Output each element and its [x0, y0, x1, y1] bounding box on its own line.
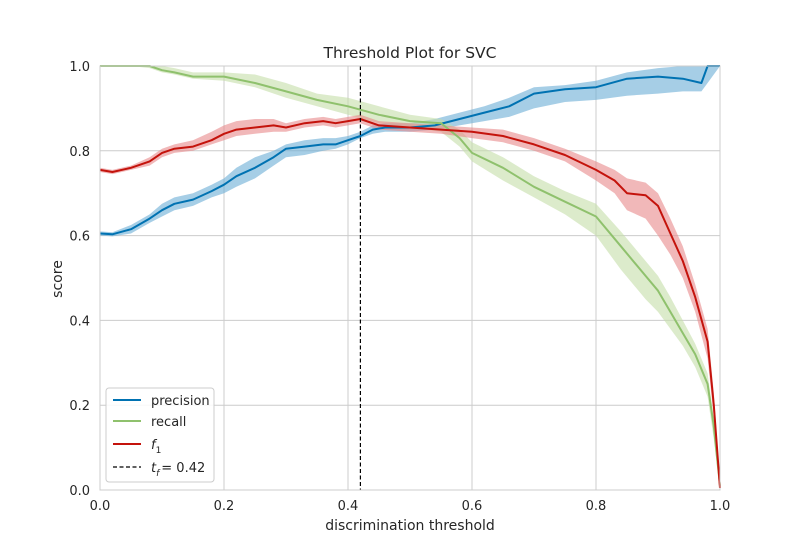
plot-frame [99, 65, 721, 491]
y-tick-label: 0.2 [69, 399, 90, 414]
y-tick-label: 1.0 [69, 60, 90, 75]
precision-line [99, 65, 720, 236]
chart-title: Threshold Plot for SVC [323, 44, 497, 62]
legend-f1-label: f1 [151, 438, 161, 456]
x-tick-label: 0.2 [214, 499, 235, 514]
legend-recall-label: recall [151, 415, 186, 430]
legend-precision-label: precision [151, 394, 210, 409]
y-tick-label: 0.6 [69, 230, 90, 245]
y-tick-label: 0.0 [69, 484, 90, 499]
f1-line [99, 118, 721, 488]
y-tick-label: 0.4 [69, 314, 90, 329]
legend-threshold-label: tf = 0.42 [151, 461, 205, 479]
x-tick-label: 0.8 [586, 499, 607, 514]
y-tick-labels: 0.0 0.2 0.4 0.6 0.8 1.0 [69, 60, 90, 499]
legend: precision recall f1 tf = 0.42 [105, 387, 215, 483]
y-axis-label: score [50, 260, 66, 298]
precision-band [100, 66, 720, 237]
y-tick-label: 0.8 [69, 145, 90, 160]
legend-box [105, 387, 215, 483]
x-axis-label: discrimination threshold [325, 518, 495, 534]
recall-line [100, 65, 721, 486]
series-lines [99, 65, 721, 488]
x-tick-label: 0.4 [338, 499, 359, 514]
x-tick-label: 1.0 [710, 499, 731, 514]
x-tick-labels: 0.0 0.2 0.4 0.6 0.8 1.0 [90, 499, 731, 514]
x-tick-label: 0.0 [90, 499, 111, 514]
x-tick-label: 0.6 [462, 499, 483, 514]
legend-threshold-value: = 0.42 [161, 461, 205, 476]
